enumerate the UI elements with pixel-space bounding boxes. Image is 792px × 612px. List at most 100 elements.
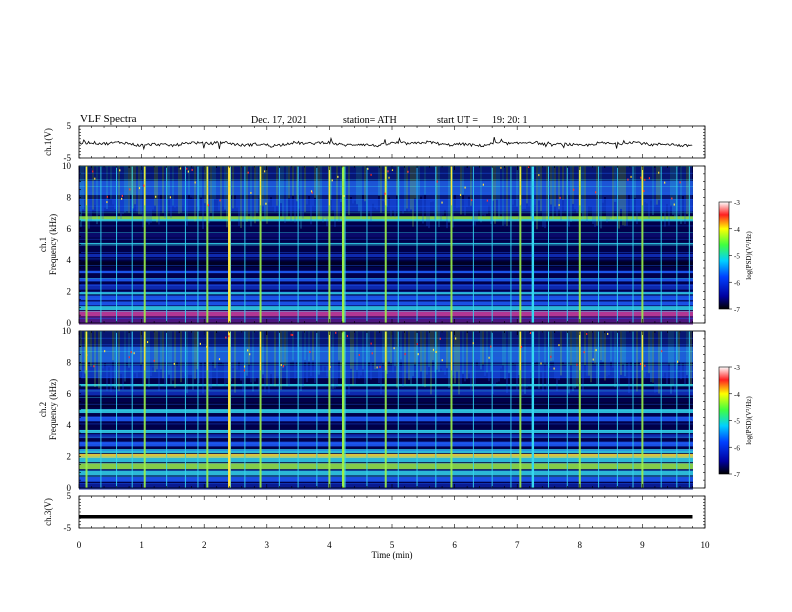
psd-speckle xyxy=(459,193,462,196)
psd-speckle xyxy=(464,186,466,189)
psd-speckle xyxy=(671,197,673,200)
psd-speckle xyxy=(207,204,209,207)
psd-speckle xyxy=(187,170,189,173)
psd-speckle xyxy=(592,358,594,361)
x-tick-label: 0 xyxy=(77,540,82,550)
psd-speckle xyxy=(246,349,249,352)
psd-speckle xyxy=(435,350,437,353)
y-axis-label: ch.1(V) xyxy=(43,128,53,156)
x-tick-label: 7 xyxy=(515,540,520,550)
y-tick-label: 5 xyxy=(67,491,72,501)
psd-speckle xyxy=(173,362,175,365)
psd-speckle xyxy=(673,203,675,206)
y-tick-label: -5 xyxy=(64,523,72,533)
y-axis-label: ch.2 xyxy=(38,402,48,417)
psd-speckle xyxy=(553,367,555,370)
psd-speckle xyxy=(441,359,443,362)
psd-speckle xyxy=(558,204,560,207)
psd-speckle xyxy=(228,335,230,338)
psd-speckle xyxy=(129,188,131,191)
psd-speckle xyxy=(441,201,443,204)
date-label: Dec. 17, 2021 xyxy=(251,115,308,126)
psd-speckle xyxy=(106,195,108,198)
spectrogram-ch1 xyxy=(78,166,693,325)
psd-speckle xyxy=(249,353,251,356)
psd-speckle xyxy=(128,356,130,359)
psd-speckle xyxy=(138,187,141,190)
psd-speckle xyxy=(331,179,333,182)
ch1-waveform xyxy=(78,136,693,151)
psd-speckle xyxy=(573,188,575,191)
psd-speckle xyxy=(648,177,650,180)
colorbar-tick-label: -4 xyxy=(734,391,740,399)
x-tick-label: 10 xyxy=(701,540,711,550)
start-ut-label: start UT = xyxy=(437,115,479,126)
psd-speckle xyxy=(218,358,221,361)
psd-speckle xyxy=(658,171,660,174)
psd-speckle xyxy=(155,195,157,198)
psd-speckle xyxy=(607,332,609,335)
colorbar-tick-label: -4 xyxy=(734,226,740,234)
psd-speckle xyxy=(586,332,588,335)
psd-speckle xyxy=(243,365,246,368)
colorbar-tick-label: -5 xyxy=(734,253,740,261)
psd-speckle xyxy=(143,184,145,187)
psd-speckle xyxy=(119,169,121,172)
psd-speckle xyxy=(436,180,438,183)
psd-speckle xyxy=(661,350,663,353)
y-axis-label: Frequency (kHz) xyxy=(48,379,58,440)
psd-speckle xyxy=(644,364,646,367)
psd-speckle xyxy=(310,190,313,193)
psd-speckle xyxy=(219,199,221,202)
psd-speckle xyxy=(643,190,645,193)
y-tick-label: 4 xyxy=(67,420,72,430)
psd-speckle xyxy=(346,335,348,338)
psd-speckle xyxy=(194,181,196,184)
psd-speckle xyxy=(404,353,406,356)
psd-speckle xyxy=(576,363,578,366)
psd-speckle xyxy=(199,342,201,345)
colorbar xyxy=(718,201,730,310)
psd-speckle xyxy=(133,352,135,355)
y-tick-label: 6 xyxy=(67,224,72,234)
psd-speckle xyxy=(472,342,474,345)
y-tick-label: 4 xyxy=(67,255,72,265)
psd-speckle xyxy=(329,365,331,368)
psd-speckle xyxy=(538,174,540,177)
psd-speckle xyxy=(337,175,339,178)
psd-speckle xyxy=(292,333,294,336)
psd-speckle xyxy=(93,365,95,368)
psd-speckle xyxy=(393,347,395,350)
x-tick-label: 5 xyxy=(390,540,395,550)
station-label: station= ATH xyxy=(343,115,397,126)
psd-speckle xyxy=(529,332,532,335)
psd-speckle xyxy=(121,194,123,197)
psd-speckle xyxy=(388,176,390,179)
psd-speckle xyxy=(559,196,561,199)
psd-speckle xyxy=(550,355,552,358)
psd-speckle xyxy=(106,201,108,204)
colorbar-tick-label: -5 xyxy=(734,418,740,426)
psd-speckle xyxy=(371,352,373,355)
psd-speckle xyxy=(343,194,345,197)
psd-speckle xyxy=(500,166,502,169)
psd-speckle xyxy=(528,166,530,169)
start-time-value: 19: 20: 1 xyxy=(492,115,528,126)
psd-speckle xyxy=(594,191,597,194)
colorbar-label: log(PSD)(V²/Hz) xyxy=(745,231,753,280)
psd-speckle xyxy=(455,337,457,340)
colorbar-tick-label: -3 xyxy=(734,199,740,207)
colorbar-tick-label: -6 xyxy=(734,444,740,452)
psd-speckle xyxy=(280,364,282,367)
colorbar-label: log(PSD)(V²/Hz) xyxy=(745,396,753,445)
y-tick-label: 2 xyxy=(67,452,72,462)
psd-speckle xyxy=(627,178,629,181)
psd-speckle xyxy=(335,331,337,334)
x-axis-label: Time (min) xyxy=(372,550,413,560)
psd-speckle xyxy=(309,350,311,353)
x-tick-label: 9 xyxy=(640,540,645,550)
psd-speckle xyxy=(490,345,492,348)
colorbar-tick-label: -6 xyxy=(734,279,740,287)
y-axis-label: ch.1 xyxy=(38,237,48,252)
